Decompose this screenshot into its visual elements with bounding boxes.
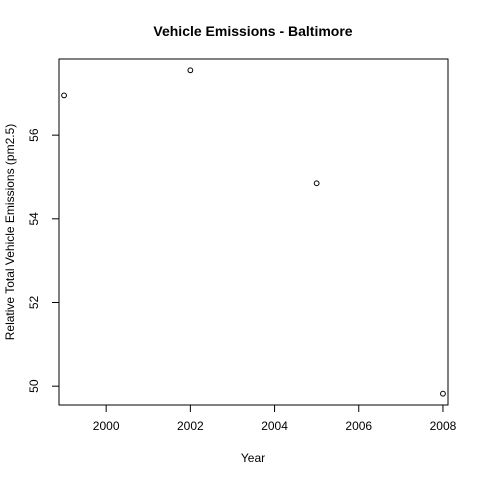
y-tick-label: 54 bbox=[27, 212, 41, 226]
x-tick-label: 2000 bbox=[93, 419, 120, 433]
data-point bbox=[313, 180, 320, 187]
y-tick-label: 52 bbox=[27, 296, 41, 310]
x-tick-label: 2006 bbox=[345, 419, 372, 433]
x-axis-label: Year bbox=[241, 451, 265, 465]
y-axis-label: Relative Total Vehicle Emissions (pm2.5) bbox=[3, 124, 17, 341]
data-point bbox=[187, 67, 194, 74]
x-tick-label: 2004 bbox=[261, 419, 288, 433]
data-point bbox=[61, 92, 67, 99]
x-tick-label: 2002 bbox=[177, 419, 204, 433]
x-axis: 2000 2002 2004 2006 2008 bbox=[93, 404, 457, 433]
x-tick-label: 2008 bbox=[430, 419, 457, 433]
y-tick-label: 50 bbox=[27, 379, 41, 393]
chart-title: Vehicle Emissions - Baltimore bbox=[153, 23, 352, 39]
y-axis: 50 52 54 56 bbox=[27, 128, 60, 393]
data-points bbox=[61, 67, 446, 397]
y-tick-label: 56 bbox=[27, 128, 41, 142]
plot-area-frame bbox=[58, 58, 449, 406]
data-point bbox=[440, 390, 446, 397]
